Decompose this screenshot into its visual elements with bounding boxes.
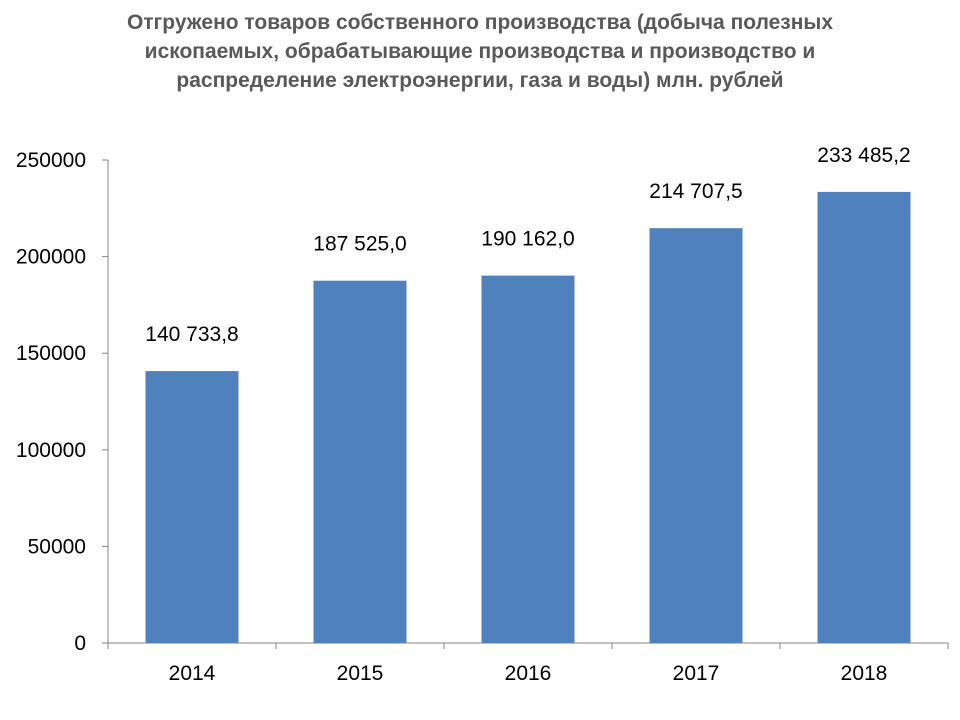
data-label: 233 485,2 <box>817 144 910 167</box>
bar <box>649 228 743 643</box>
data-label: 140 733,8 <box>145 323 238 346</box>
x-tick-label: 2017 <box>673 662 720 685</box>
y-tick-label: 200000 <box>16 246 86 269</box>
y-tick-label: 50000 <box>28 535 86 558</box>
y-tick-label: 250000 <box>16 149 86 172</box>
data-label: 187 525,0 <box>313 233 406 256</box>
chart-title-line: Отгружено товаров собственного производс… <box>126 11 834 34</box>
data-label: 214 707,5 <box>649 180 742 203</box>
chart-title-line: распределение электроэнергии, газа и вод… <box>176 69 784 92</box>
y-tick-label: 150000 <box>16 342 86 365</box>
chart-title: Отгружено товаров собственного производс… <box>40 8 920 95</box>
bar <box>481 275 575 643</box>
y-tick-label: 0 <box>74 632 86 655</box>
y-tick-label: 100000 <box>16 439 86 462</box>
x-tick-label: 2014 <box>169 662 216 685</box>
bar <box>145 371 239 643</box>
x-tick-label: 2018 <box>841 662 888 685</box>
data-label: 190 162,0 <box>481 228 574 251</box>
bar <box>313 280 407 643</box>
x-tick-label: 2016 <box>505 662 552 685</box>
bar <box>817 191 911 643</box>
x-tick-label: 2015 <box>337 662 384 685</box>
chart-title-line: ископаемых, обрабатывающие производства … <box>144 40 816 63</box>
